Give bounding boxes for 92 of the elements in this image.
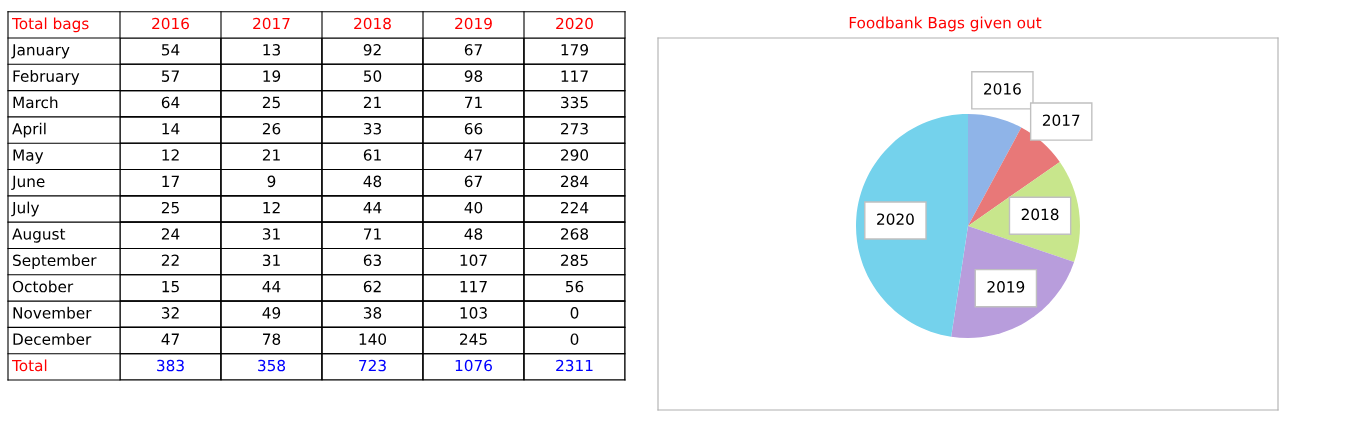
x-tick-label: 2018 <box>354 17 391 30</box>
data-label: 15 <box>162 281 179 293</box>
data-label: 268 <box>561 228 589 240</box>
data-label: 335 <box>561 96 588 109</box>
data-label: 63 <box>363 254 381 267</box>
slice-label: 2017 <box>1042 114 1080 126</box>
data-label: 103 <box>460 307 487 319</box>
x-tick-label: 2019 <box>455 17 492 30</box>
data-label: 50 <box>363 70 382 82</box>
data-label: 64 <box>161 96 180 109</box>
data-label: 25 <box>262 96 280 109</box>
data-label: 17 <box>162 175 179 187</box>
y-tick-label: December <box>13 333 92 345</box>
data-label: 0 <box>570 307 579 319</box>
data-label: 117 <box>561 70 588 82</box>
data-label: 98 <box>464 70 483 82</box>
data-label: 61 <box>363 149 381 161</box>
data-label: 107 <box>460 254 487 267</box>
x-tick-label: 2020 <box>556 17 593 30</box>
data-label: 26 <box>262 122 281 135</box>
y-tick-label: February <box>13 70 80 85</box>
data-label: 56 <box>565 280 584 293</box>
data-label: 723 <box>359 359 386 372</box>
pie-slice <box>968 114 1022 226</box>
data-label: 224 <box>561 201 589 214</box>
data-label: 273 <box>561 122 588 135</box>
data-label: 57 <box>161 70 179 82</box>
data-label: 49 <box>262 307 281 319</box>
data-label: 0 <box>570 333 579 345</box>
data-label: 67 <box>464 175 482 188</box>
data-label: 2311 <box>556 359 593 372</box>
data-label: 22 <box>161 254 179 266</box>
data-label: 62 <box>363 280 381 293</box>
data-label: 358 <box>258 359 286 372</box>
data-label: 19 <box>263 70 281 82</box>
data-label: 1076 <box>455 359 492 372</box>
data-label: 48 <box>464 228 483 240</box>
data-label: 179 <box>561 44 589 56</box>
x-tick-label: 2016 <box>152 17 189 30</box>
data-label: 78 <box>263 333 281 345</box>
y-tick-label: Total <box>11 359 47 372</box>
data-label: 245 <box>460 333 487 345</box>
data-label: 33 <box>363 122 381 135</box>
slice-label: 2018 <box>1021 208 1059 221</box>
data-label: 47 <box>464 149 482 161</box>
data-label: 383 <box>157 359 184 372</box>
y-tick-label: June <box>11 175 45 190</box>
data-label: 21 <box>262 149 280 161</box>
y-tick-label: September <box>13 254 97 270</box>
data-label: 38 <box>363 307 382 319</box>
y-tick-label: November <box>13 306 92 319</box>
x-tick-label: 2017 <box>253 17 290 30</box>
data-label: 9 <box>267 175 276 188</box>
data-label: 117 <box>460 281 487 293</box>
y-tick-label: July <box>11 201 40 217</box>
data-label: 21 <box>363 96 381 108</box>
data-label: 71 <box>465 96 482 108</box>
data-label: 71 <box>364 228 381 240</box>
pie-slice <box>968 127 1060 226</box>
slice-label: 2020 <box>877 213 914 225</box>
slice-label: 2016 <box>984 83 1021 95</box>
y-tick-label: May <box>13 149 44 164</box>
y-tick-label: March <box>13 96 58 109</box>
data-label: 67 <box>464 44 482 56</box>
data-label: 25 <box>161 201 179 214</box>
data-label: 32 <box>161 307 179 319</box>
data-label: 54 <box>161 44 180 56</box>
data-label: 66 <box>464 122 483 135</box>
data-label: 285 <box>561 254 588 267</box>
data-label: 31 <box>262 228 280 240</box>
data-label: 24 <box>161 228 180 240</box>
data-label: 48 <box>363 175 382 188</box>
data-label: 140 <box>359 333 387 345</box>
y-tick-label: August <box>12 228 66 243</box>
data-label: 284 <box>561 175 589 188</box>
y-axis-title: Total bags <box>11 17 89 33</box>
data-label: 44 <box>262 281 281 293</box>
data-label: 290 <box>561 149 589 161</box>
data-label: 14 <box>162 123 180 135</box>
y-tick-label: April <box>12 122 46 138</box>
data-label: 40 <box>464 201 483 214</box>
data-label: 44 <box>363 202 382 214</box>
chart-title: Foodbank Bags given out <box>849 16 1042 32</box>
data-label: 47 <box>161 333 179 345</box>
data-label: 92 <box>363 44 381 56</box>
data-label: 12 <box>162 149 179 161</box>
data-label: 31 <box>262 254 280 267</box>
slice-label: 2019 <box>987 281 1025 293</box>
data-label: 13 <box>263 44 280 56</box>
y-tick-label: January <box>11 44 70 59</box>
y-tick-label: October <box>12 280 74 293</box>
data-label: 12 <box>263 201 280 214</box>
